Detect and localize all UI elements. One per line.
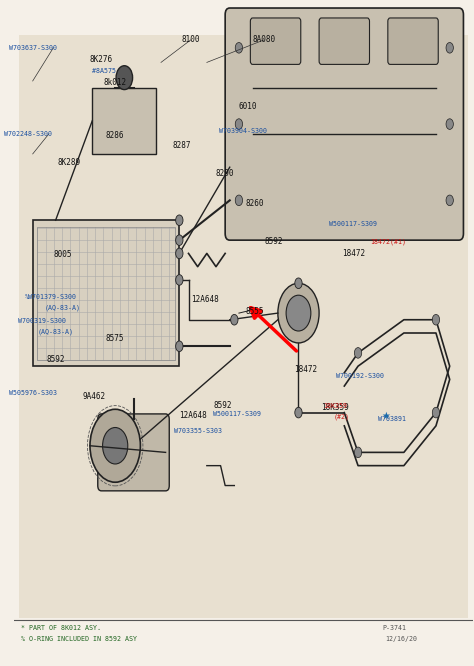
Circle shape (90, 410, 140, 482)
Text: 12A648: 12A648 (179, 412, 207, 420)
Text: P-3741: P-3741 (383, 625, 407, 631)
Text: (AQ-83-A): (AQ-83-A) (45, 304, 81, 311)
Text: W500117-S309: W500117-S309 (329, 220, 377, 226)
Text: 8592: 8592 (214, 402, 232, 410)
Text: 8k012: 8k012 (104, 78, 127, 87)
Text: 8260: 8260 (246, 199, 264, 208)
FancyBboxPatch shape (225, 8, 464, 240)
Circle shape (102, 428, 128, 464)
Text: 18K359: 18K359 (323, 403, 347, 409)
Circle shape (278, 283, 319, 343)
FancyBboxPatch shape (388, 18, 438, 65)
Circle shape (446, 43, 453, 53)
Text: 18K359: 18K359 (321, 403, 349, 412)
Circle shape (176, 248, 183, 258)
Text: #8A575: #8A575 (92, 68, 116, 74)
Text: 8K276: 8K276 (90, 55, 113, 64)
Circle shape (446, 195, 453, 206)
Circle shape (286, 295, 311, 331)
Circle shape (231, 314, 238, 325)
Text: W703904-S300: W703904-S300 (219, 128, 267, 134)
Text: 12/16/20: 12/16/20 (385, 637, 418, 643)
Text: 8K289: 8K289 (58, 158, 81, 167)
Text: 8286: 8286 (106, 131, 125, 140)
Circle shape (235, 119, 243, 129)
Circle shape (355, 348, 362, 358)
Text: %W701379-S300: %W701379-S300 (25, 294, 77, 300)
Text: 18472(#1): 18472(#1) (370, 238, 406, 244)
Text: W702248-S300: W702248-S300 (4, 131, 52, 137)
Text: % O-RING INCLUDED IN 8592 ASY: % O-RING INCLUDED IN 8592 ASY (21, 637, 137, 643)
FancyBboxPatch shape (98, 414, 169, 491)
Text: W703637-S300: W703637-S300 (9, 45, 57, 51)
Text: W500117-S309: W500117-S309 (213, 411, 261, 417)
Circle shape (176, 215, 183, 226)
Text: W703355-S303: W703355-S303 (173, 428, 222, 434)
FancyBboxPatch shape (19, 35, 468, 618)
Circle shape (295, 408, 302, 418)
Circle shape (176, 235, 183, 246)
Text: 18472: 18472 (342, 249, 365, 258)
Text: 8287: 8287 (173, 141, 191, 151)
Text: 8575: 8575 (106, 334, 125, 343)
Text: 18472: 18472 (294, 365, 317, 374)
Text: (AQ-83-A): (AQ-83-A) (37, 328, 73, 335)
Circle shape (176, 341, 183, 352)
FancyBboxPatch shape (319, 18, 370, 65)
Text: W703891: W703891 (378, 416, 406, 422)
Circle shape (446, 119, 453, 129)
Bar (92, 88, 156, 154)
Text: 8592: 8592 (264, 237, 283, 246)
Circle shape (355, 447, 362, 458)
Circle shape (295, 278, 302, 288)
Text: 8592: 8592 (46, 355, 65, 364)
Text: 8100: 8100 (182, 35, 200, 45)
Bar (37, 227, 175, 360)
Text: * PART OF 8K012 ASY.: * PART OF 8K012 ASY. (21, 625, 101, 631)
Circle shape (235, 195, 243, 206)
Text: (#2): (#2) (334, 414, 350, 420)
Circle shape (432, 408, 439, 418)
Circle shape (432, 314, 439, 325)
Circle shape (116, 66, 133, 90)
Text: 12A648: 12A648 (191, 295, 219, 304)
Bar (33, 220, 179, 366)
Text: 8005: 8005 (53, 250, 72, 259)
Text: 8290: 8290 (216, 169, 235, 178)
Text: ★: ★ (381, 411, 390, 421)
Circle shape (176, 274, 183, 285)
Text: W505976-S303: W505976-S303 (9, 390, 57, 396)
Text: 9A462: 9A462 (83, 392, 106, 400)
Text: 8555: 8555 (246, 307, 264, 316)
Text: 6010: 6010 (239, 102, 257, 111)
Text: W700319-S300: W700319-S300 (18, 318, 66, 324)
Circle shape (235, 43, 243, 53)
FancyBboxPatch shape (250, 18, 301, 65)
Text: 8A080: 8A080 (253, 35, 276, 45)
Text: W700192-S300: W700192-S300 (337, 373, 384, 379)
